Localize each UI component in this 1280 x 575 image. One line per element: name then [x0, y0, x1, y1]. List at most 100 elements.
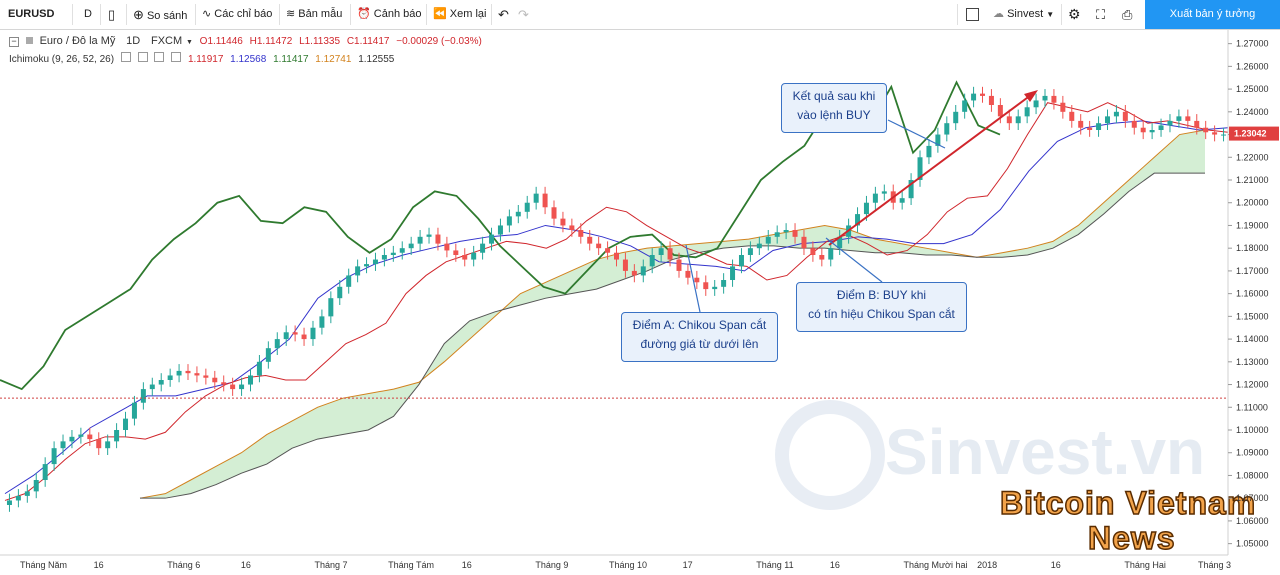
candle-body: [265, 348, 271, 362]
collapse-icon[interactable]: −: [9, 37, 19, 47]
candle-body: [846, 225, 852, 237]
price-tick-label: 1.21000: [1236, 175, 1269, 185]
replay-button[interactable]: ⏪ Xem lại: [433, 0, 486, 29]
candle-body: [792, 230, 798, 237]
candle-body: [60, 441, 66, 449]
cloud-icon: ☁: [993, 8, 1004, 20]
point-a-pointer: [685, 244, 701, 313]
compare-button[interactable]: ⊕ So sánh: [133, 0, 187, 29]
candle-body: [310, 327, 316, 340]
candle-body: [730, 266, 736, 280]
replay-label: Xem lại: [449, 8, 487, 20]
candle-body: [551, 207, 557, 219]
candle-body: [640, 266, 646, 276]
candle-body: [1167, 120, 1173, 126]
candle-body: [1069, 111, 1075, 121]
candle-body: [140, 389, 146, 403]
layout-name: Sinvest: [1007, 8, 1044, 20]
candle-body: [462, 255, 468, 260]
price-tick-label: 1.26000: [1236, 61, 1269, 71]
candle-body: [221, 382, 227, 385]
symbol-search[interactable]: EURUSD: [8, 8, 55, 20]
legend-timeframe: 1D: [126, 35, 141, 47]
bvn-watermark-line2: News: [1087, 519, 1176, 557]
candle-body: [721, 280, 727, 287]
candle-body: [962, 100, 968, 112]
candle-body: [1158, 125, 1164, 130]
candle-body: [489, 234, 495, 244]
indicator-icon: ∿: [202, 8, 212, 20]
time-tick-label: Tháng 10: [609, 560, 647, 570]
candle-body: [685, 270, 691, 278]
price-tick-label: 1.27000: [1236, 39, 1269, 49]
candle-body: [497, 225, 503, 235]
chikou-value: 1.11417: [273, 54, 309, 65]
divider: [279, 4, 280, 25]
eye-icon[interactable]: [120, 52, 131, 62]
compare-label: So sánh: [146, 10, 188, 22]
undo-icon[interactable]: ↶: [498, 7, 509, 22]
candle-body: [435, 234, 441, 244]
redo-icon[interactable]: ↷: [518, 7, 529, 22]
price-tick-label: 1.15000: [1236, 311, 1269, 321]
time-tick-label: Tháng Năm: [20, 560, 67, 570]
price-tick-label: 1.19000: [1236, 220, 1269, 230]
candle-body: [1042, 95, 1048, 101]
candle-body: [506, 216, 512, 226]
templates-button[interactable]: ≋ Bản mẫu: [286, 0, 342, 29]
divider: [957, 4, 958, 25]
candle-body: [167, 375, 173, 380]
candle-body: [810, 248, 816, 255]
price-tick-label: 1.18000: [1236, 243, 1269, 253]
more-icon[interactable]: [171, 52, 182, 62]
price-tick-label: 1.25000: [1236, 84, 1269, 94]
candle-body: [337, 286, 343, 299]
candle-body: [917, 157, 923, 180]
chevron-down-icon[interactable]: ▼: [185, 39, 193, 46]
time-tick-label: Tháng 7: [315, 560, 348, 570]
gear-icon[interactable]: ⚙: [1068, 6, 1081, 22]
candle-body: [908, 180, 914, 199]
ichimoku-label: Ichimoku (9, 26, 52, 26): [9, 54, 115, 65]
candle-body: [515, 211, 521, 217]
camera-icon[interactable]: ⎙: [1122, 7, 1133, 22]
templates-label: Bản mẫu: [298, 8, 343, 20]
candle-body: [899, 198, 905, 203]
candle-body: [855, 214, 861, 226]
candle-body: [131, 402, 137, 419]
candle-body: [890, 191, 896, 203]
candle-body: [453, 250, 459, 255]
fullscreen-icon[interactable]: ⛶: [1096, 7, 1106, 22]
kijun-value: 1.12568: [230, 54, 267, 65]
candle-body: [480, 243, 486, 253]
template-icon: ≋: [286, 8, 296, 20]
candle-body: [283, 332, 289, 340]
candle-body: [364, 264, 370, 267]
interval-button[interactable]: D: [84, 8, 92, 20]
publish-idea-button[interactable]: Xuất bản ý tưởng: [1145, 0, 1280, 29]
fullscreen-checkbox[interactable]: [966, 0, 979, 29]
candle-style-icon[interactable]: ▯: [108, 7, 116, 22]
candle-body: [6, 500, 12, 505]
candle-body: [87, 434, 93, 440]
rewind-icon: ⏪: [433, 8, 447, 20]
indicators-button[interactable]: ∿ Các chỉ báo: [202, 0, 272, 29]
legend-open: O1.11446: [199, 36, 243, 47]
candle-body: [1176, 116, 1182, 121]
indicators-label: Các chỉ báo: [214, 8, 273, 20]
point-b-pointer: [825, 237, 883, 283]
candle-body: [1149, 130, 1155, 133]
price-tick-label: 1.20000: [1236, 198, 1269, 208]
ichimoku-legend: Ichimoku (9, 26, 52, 26) 1.11917 1.12568…: [9, 52, 398, 65]
settings-icon[interactable]: [137, 52, 148, 62]
close-icon[interactable]: [154, 52, 165, 62]
candle-body: [988, 95, 994, 105]
candle-body: [1203, 127, 1209, 133]
point-b-line1: Điểm B: BUY khi: [836, 288, 927, 302]
span-a-value: 1.12555: [358, 54, 395, 65]
candle-body: [622, 259, 628, 271]
result-line2: vào lệnh BUY: [797, 108, 871, 122]
layout-button[interactable]: ☁ Sinvest ▼: [993, 0, 1054, 29]
candle-body: [676, 259, 682, 271]
alert-button[interactable]: ⏰ Cảnh báo: [357, 0, 421, 29]
